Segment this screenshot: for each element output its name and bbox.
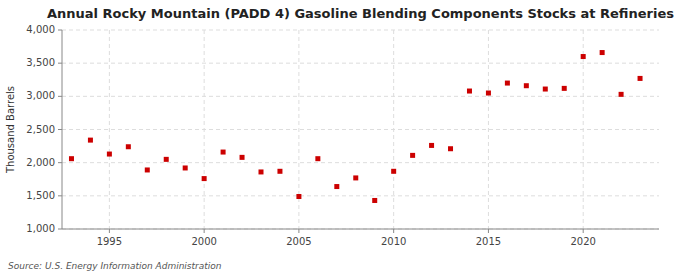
point	[543, 87, 548, 92]
point	[562, 86, 567, 91]
point	[638, 76, 643, 81]
grid-line	[583, 30, 584, 229]
x-tick	[204, 229, 205, 233]
point	[391, 169, 396, 174]
point	[524, 83, 529, 88]
grid-line	[62, 63, 659, 64]
point	[259, 169, 264, 174]
x-tick-label: 1995	[97, 236, 122, 247]
grid-line	[298, 30, 299, 229]
y-tick	[58, 129, 62, 130]
point	[277, 169, 282, 174]
point	[296, 194, 301, 199]
y-tick	[58, 96, 62, 97]
point	[126, 144, 131, 149]
points	[69, 50, 643, 203]
point	[372, 198, 377, 203]
x-tick-label: 2000	[191, 236, 216, 247]
chart: 1,000 1,500 2,000 2,500 3,000 3,500 4,000 1995 2…	[0, 0, 675, 275]
chart-container: 1,000 1,500 2,000 2,500 3,000 3,500 4,000 1995 2…	[0, 0, 675, 275]
y-tick-label: 3,000	[26, 90, 55, 101]
source-annotation: Source: U.S. Energy Information Administ…	[8, 261, 222, 271]
axes: 1,000 1,500 2,000 2,500 3,000 3,500 4,000 1995 2…	[26, 24, 659, 247]
y-tick-label: 2,500	[26, 124, 55, 135]
point	[410, 153, 415, 158]
point	[107, 152, 112, 157]
x-tick-label: 2010	[381, 236, 406, 247]
x-tick-label: 2015	[476, 236, 501, 247]
point	[505, 81, 510, 86]
y-tick-label: 1,500	[26, 190, 55, 201]
grid-line	[488, 30, 489, 229]
y-tick	[58, 30, 62, 31]
point	[467, 89, 472, 94]
y-tick	[58, 162, 62, 163]
grid-line	[204, 30, 205, 229]
point	[69, 156, 74, 161]
point	[183, 165, 188, 170]
y-axis-label: Thousand Barrels	[5, 86, 16, 174]
point	[164, 157, 169, 162]
grid-line	[109, 30, 110, 229]
grid-line	[62, 30, 659, 31]
y-tick	[58, 63, 62, 64]
y-tick-label: 3,500	[26, 57, 55, 68]
grid-line	[62, 195, 659, 196]
point	[448, 146, 453, 151]
grid-line	[62, 129, 659, 130]
y-tick-label: 2,000	[26, 157, 55, 168]
grid-line	[62, 229, 659, 230]
point	[202, 176, 207, 181]
point	[240, 155, 245, 160]
x-tick-label: 2020	[570, 236, 595, 247]
point	[315, 156, 320, 161]
point	[600, 50, 605, 55]
point	[334, 184, 339, 189]
point	[353, 175, 358, 180]
point	[619, 92, 624, 97]
x-tick	[393, 229, 394, 233]
x-axis-line	[62, 229, 659, 230]
grid	[62, 30, 659, 229]
y-tick	[58, 229, 62, 230]
point	[221, 150, 226, 155]
title: Annual Rocky Mountain (PADD 4) Gasoline …	[47, 6, 674, 21]
x-tick	[298, 229, 299, 233]
grid-line	[62, 96, 659, 97]
grid-line	[62, 162, 659, 163]
x-tick	[109, 229, 110, 233]
point	[145, 167, 150, 172]
y-tick-label: 1,000	[26, 223, 55, 234]
y-tick-label: 4,000	[26, 24, 55, 35]
point	[581, 54, 586, 59]
point	[88, 138, 93, 143]
y-tick	[58, 195, 62, 196]
x-tick	[488, 229, 489, 233]
point	[486, 91, 491, 96]
x-tick	[583, 229, 584, 233]
point	[429, 143, 434, 148]
x-tick-label: 2005	[286, 236, 311, 247]
grid-line	[393, 30, 394, 229]
